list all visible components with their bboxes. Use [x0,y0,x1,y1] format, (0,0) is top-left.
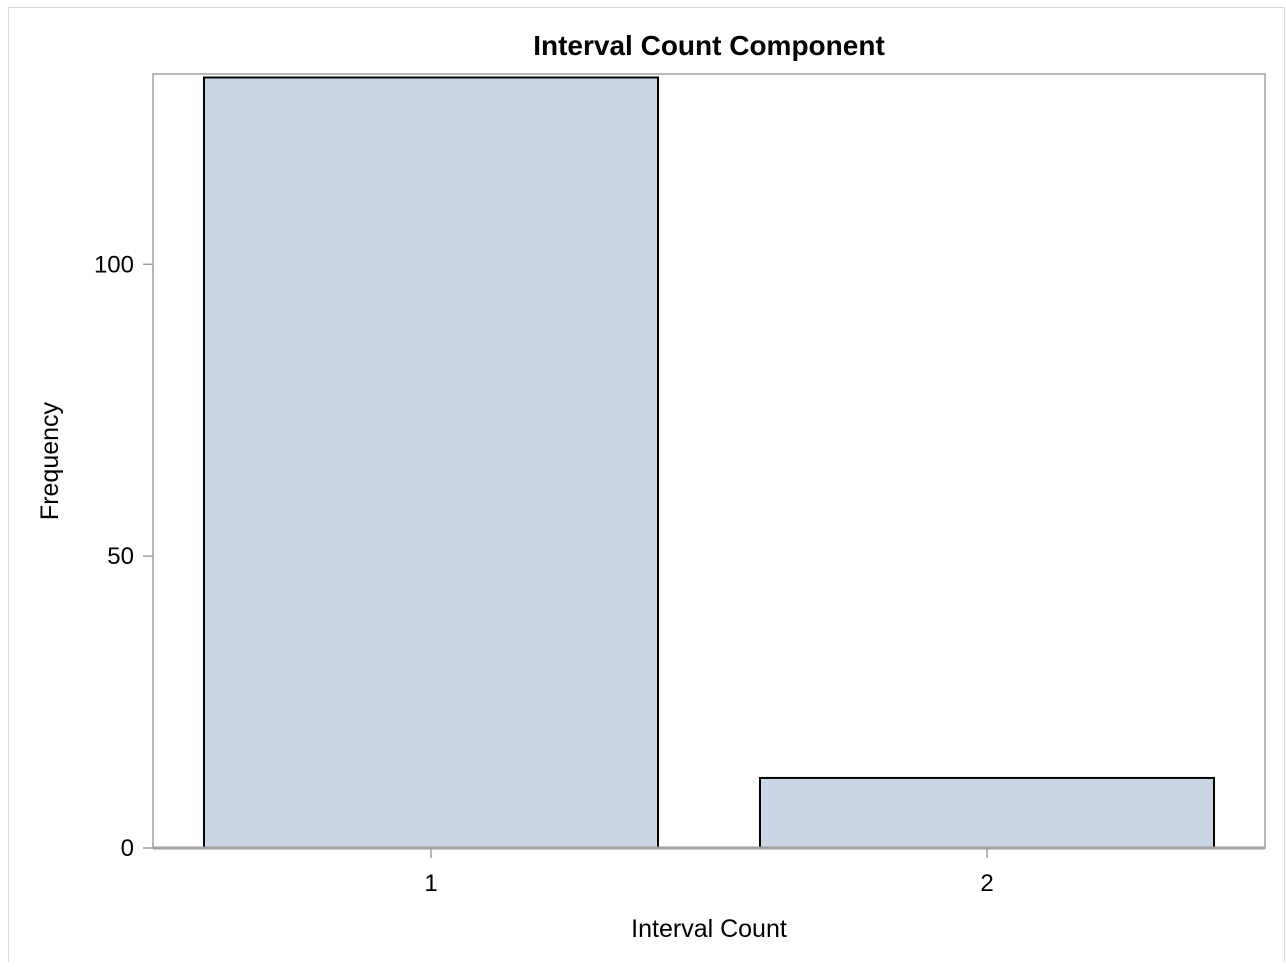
outer-border [8,7,1285,967]
x-tick-label-1: 1 [424,870,437,897]
x-tick-label-2: 2 [980,870,993,897]
x-axis-label: Interval Count [631,915,787,943]
chart-title: Interval Count Component [533,30,885,61]
y-tick-label-100: 100 [94,251,134,278]
bar-2 [759,776,1215,850]
y-axis: 0 50 100 [94,251,153,862]
y-tick-label-50: 50 [107,543,134,570]
bars-group [203,76,1215,850]
y-axis-label: Frequency [36,401,64,520]
bar-1 [203,76,659,850]
y-tick-label-0: 0 [121,835,134,862]
